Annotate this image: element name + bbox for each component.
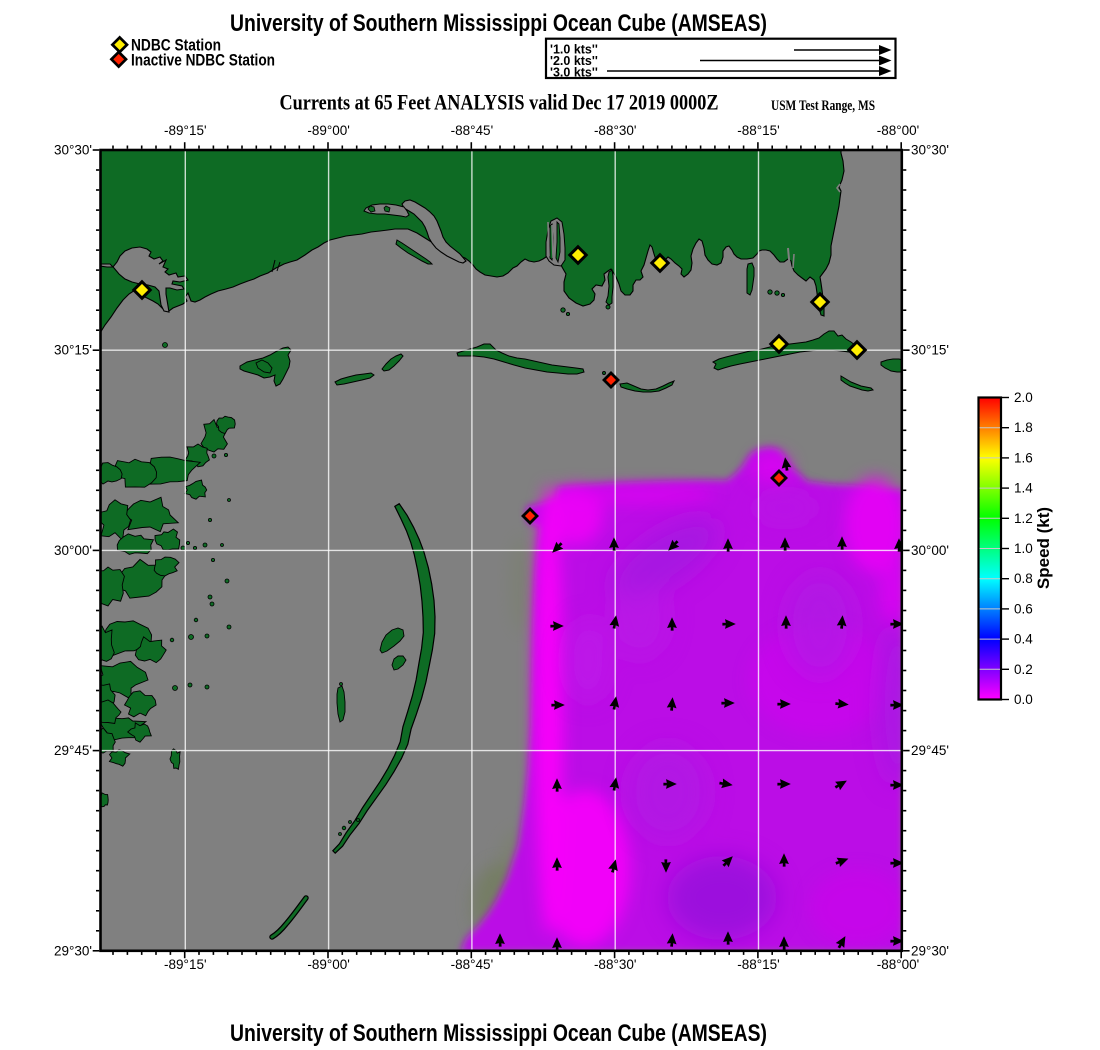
svg-text:-89°15': -89°15' [164, 957, 207, 972]
svg-text:-89°00': -89°00' [307, 957, 350, 972]
svg-text:University of Southern Mississ: University of Southern Mississippi Ocean… [230, 10, 767, 37]
svg-text:0.6: 0.6 [1014, 601, 1033, 616]
svg-text:30°30': 30°30' [54, 143, 92, 158]
svg-text:-88°30': -88°30' [594, 123, 637, 138]
svg-text:30°15': 30°15' [54, 343, 92, 358]
svg-text:1.4: 1.4 [1014, 481, 1033, 496]
svg-text:-89°15': -89°15' [164, 123, 207, 138]
svg-text:Speed (kt): Speed (kt) [1034, 507, 1053, 589]
svg-text:29°30': 29°30' [54, 943, 92, 958]
svg-text:-88°30': -88°30' [594, 957, 637, 972]
svg-text:University of Southern Mississ: University of Southern Mississippi Ocean… [230, 1020, 767, 1047]
svg-text:-88°45': -88°45' [451, 957, 494, 972]
svg-text:30°15': 30°15' [911, 343, 949, 358]
svg-text:29°45': 29°45' [911, 743, 949, 758]
svg-text:-88°15': -88°15' [737, 123, 780, 138]
svg-text:USM Test Range, MS: USM Test Range, MS [771, 98, 875, 114]
svg-text:1.8: 1.8 [1014, 420, 1033, 435]
svg-text:30°00': 30°00' [911, 543, 949, 558]
svg-text:29°30': 29°30' [911, 943, 949, 958]
svg-text:-88°45': -88°45' [451, 123, 494, 138]
svg-text:1.2: 1.2 [1014, 511, 1033, 526]
svg-text:0.0: 0.0 [1014, 692, 1033, 707]
svg-text:-88°00': -88°00' [877, 957, 920, 972]
svg-text:1.6: 1.6 [1014, 450, 1033, 465]
svg-text:NDBC Station: NDBC Station [131, 36, 221, 55]
svg-text:-88°00': -88°00' [877, 123, 920, 138]
svg-text:'1.0 kts'': '1.0 kts'' [550, 43, 598, 57]
svg-text:'2.0 kts'': '2.0 kts'' [550, 54, 598, 68]
svg-text:-89°00': -89°00' [307, 123, 350, 138]
svg-text:0.8: 0.8 [1014, 571, 1033, 586]
svg-text:2.0: 2.0 [1014, 390, 1033, 405]
svg-text:29°45': 29°45' [54, 743, 92, 758]
svg-text:30°30': 30°30' [911, 143, 949, 158]
svg-text:Inactive NDBC Station: Inactive NDBC Station [131, 51, 275, 70]
svg-text:30°00': 30°00' [54, 543, 92, 558]
svg-text:Currents at 65 Feet ANALYSIS v: Currents at 65 Feet ANALYSIS valid Dec 1… [280, 89, 719, 114]
svg-text:0.4: 0.4 [1014, 632, 1033, 647]
svg-text:'3.0 kts'': '3.0 kts'' [550, 65, 598, 79]
svg-text:-88°15': -88°15' [737, 957, 780, 972]
svg-text:0.2: 0.2 [1014, 662, 1033, 677]
svg-text:1.0: 1.0 [1014, 541, 1033, 556]
